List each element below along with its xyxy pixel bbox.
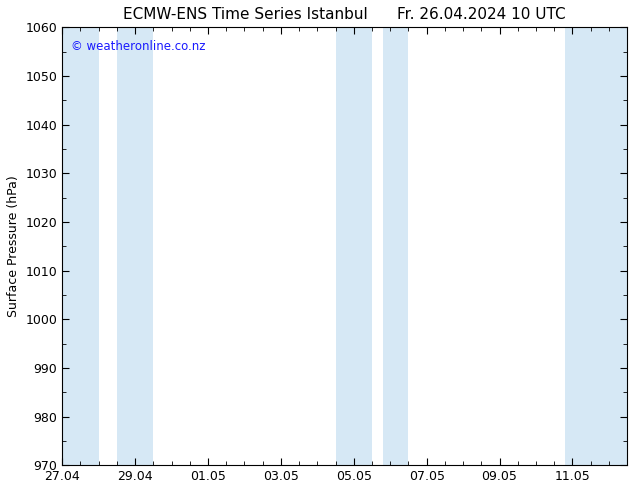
Bar: [335, 27, 372, 465]
Title: ECMW-ENS Time Series Istanbul      Fr. 26.04.2024 10 UTC: ECMW-ENS Time Series Istanbul Fr. 26.04.…: [124, 7, 566, 22]
Bar: [62, 27, 99, 465]
Y-axis label: Surface Pressure (hPa): Surface Pressure (hPa): [7, 175, 20, 317]
Bar: [117, 27, 153, 465]
Bar: [383, 27, 408, 465]
Bar: [565, 27, 627, 465]
Text: © weatheronline.co.nz: © weatheronline.co.nz: [71, 40, 205, 53]
